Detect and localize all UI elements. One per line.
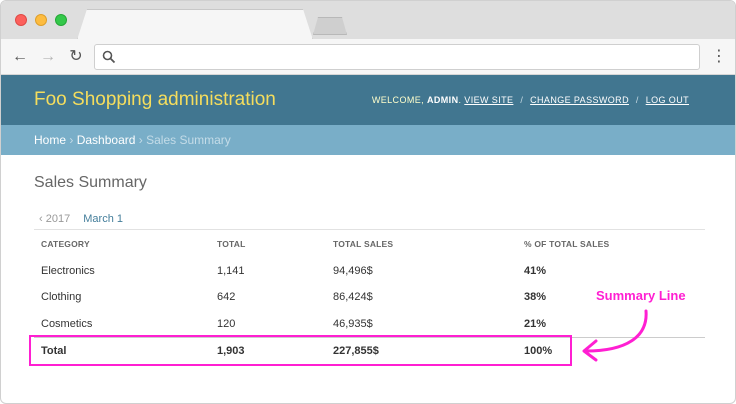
browser-toolbar: ← → ↻ ⋮ xyxy=(1,39,735,75)
summary-pct: 100% xyxy=(517,336,705,365)
reload-icon[interactable]: ↻ xyxy=(69,48,83,65)
site-brand[interactable]: Foo Shopping administration xyxy=(34,89,276,110)
separator: / xyxy=(635,95,639,105)
breadcrumb-separator: › xyxy=(138,133,143,147)
summary-total: 1,903 xyxy=(210,336,326,365)
new-tab-button[interactable] xyxy=(313,17,347,35)
cell-category: Clothing xyxy=(41,291,82,304)
browser-tab-active[interactable] xyxy=(77,9,313,40)
column-header-total[interactable]: TOTAL xyxy=(210,229,326,258)
log-out-link[interactable]: LOG OUT xyxy=(645,95,689,105)
date-hierarchy: ‹ 2017 March 1 xyxy=(39,213,123,225)
cell-category: Cosmetics xyxy=(41,317,93,330)
table-row: Clothing 642 86,424$ 38% xyxy=(34,284,705,311)
cell-pct: 41% xyxy=(524,264,547,277)
title-bar xyxy=(1,1,735,40)
address-bar[interactable] xyxy=(94,44,700,70)
breadcrumb: Home › Dashboard › Sales Summary xyxy=(1,125,735,155)
cell-total: 1,141 xyxy=(217,264,245,277)
forward-arrow-icon[interactable]: → xyxy=(40,48,56,65)
column-header-category[interactable]: CATEGORY xyxy=(34,229,210,258)
minimize-window-button[interactable] xyxy=(35,14,47,26)
close-window-button[interactable] xyxy=(15,14,27,26)
date-hierarchy-back-link[interactable]: ‹ 2017 xyxy=(39,213,71,225)
cell-total-sales: 86,424$ xyxy=(333,291,373,304)
cell-total: 120 xyxy=(217,317,236,330)
cell-pct: 21% xyxy=(524,317,547,330)
sales-summary-table: CATEGORY TOTAL TOTAL SALES % OF TOTAL SA… xyxy=(34,229,705,365)
cell-pct: 38% xyxy=(524,291,547,304)
separator: / xyxy=(520,95,524,105)
change-password-link[interactable]: CHANGE PASSWORD xyxy=(530,95,629,105)
column-header-total-sales[interactable]: TOTAL SALES xyxy=(326,229,517,258)
username: ADMIN xyxy=(426,95,459,105)
breadcrumb-dashboard[interactable]: Dashboard xyxy=(76,133,136,147)
table-row: Cosmetics 120 46,935$ 21% xyxy=(34,311,705,338)
breadcrumb-separator: › xyxy=(69,133,74,147)
annotation-arrow-icon xyxy=(582,309,648,362)
breadcrumb-current: Sales Summary xyxy=(146,133,231,147)
table-header-row: CATEGORY TOTAL TOTAL SALES % OF TOTAL SA… xyxy=(34,229,705,258)
more-vert-icon[interactable]: ⋮ xyxy=(711,48,727,65)
cell-total-sales: 94,496$ xyxy=(333,264,373,277)
view-site-link[interactable]: VIEW SITE xyxy=(464,95,514,105)
summary-total-sales: 227,855$ xyxy=(326,336,517,365)
back-arrow-icon[interactable]: ← xyxy=(12,48,28,65)
user-tools: WELCOME, ADMIN. VIEW SITE / CHANGE PASSW… xyxy=(371,95,689,105)
annotation-label: Summary Line xyxy=(596,288,686,303)
admin-header: Foo Shopping administration WELCOME, ADM… xyxy=(1,75,735,125)
table-row: Electronics 1,141 94,496$ 41% xyxy=(34,258,705,285)
breadcrumb-home[interactable]: Home xyxy=(34,133,67,147)
summary-category: Total xyxy=(34,336,210,365)
summary-row: Total 1,903 227,855$ 100% xyxy=(34,336,705,365)
maximize-window-button[interactable] xyxy=(55,14,67,26)
cell-category: Electronics xyxy=(41,264,95,277)
cell-total-sales: 46,935$ xyxy=(333,317,373,330)
cell-total: 642 xyxy=(217,291,236,304)
date-hierarchy-current[interactable]: March 1 xyxy=(83,213,124,225)
search-icon xyxy=(102,50,116,64)
welcome-text: WELCOME, xyxy=(371,95,425,105)
page-title: Sales Summary xyxy=(34,174,147,191)
column-header-pct-total-sales[interactable]: % OF TOTAL SALES xyxy=(517,229,705,258)
